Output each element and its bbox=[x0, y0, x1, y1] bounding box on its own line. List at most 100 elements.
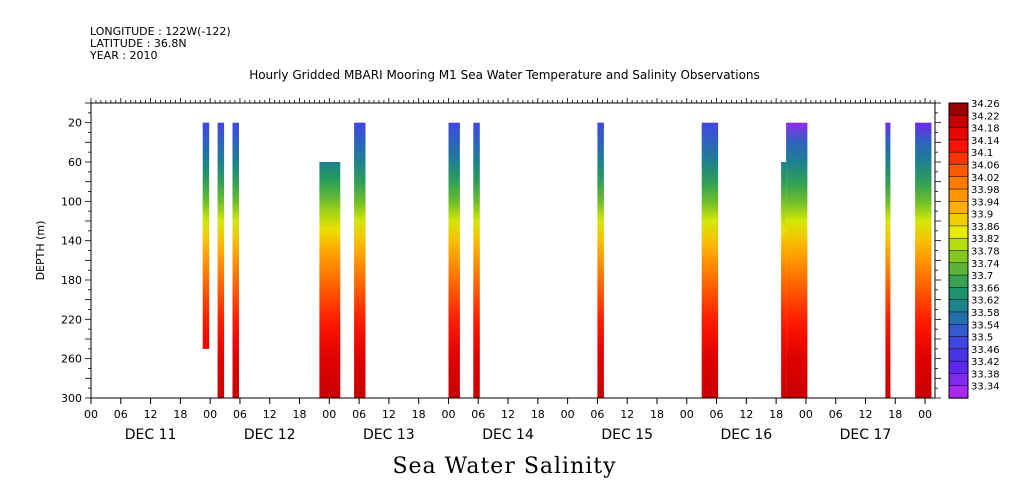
x-tick-label: 00 bbox=[799, 408, 813, 421]
x-tick-label: 00 bbox=[84, 408, 98, 421]
colorbar-label: 33.5 bbox=[971, 333, 993, 344]
colorbar-swatch bbox=[948, 188, 969, 202]
colorbar-label: 33.58 bbox=[971, 308, 1000, 319]
x-tick-label: 06 bbox=[590, 408, 604, 421]
y-axis-label: DEPTH (m) bbox=[34, 221, 47, 281]
colorbar-swatch bbox=[948, 102, 969, 116]
colorbar-swatch bbox=[948, 385, 969, 399]
colorbar-swatch bbox=[948, 324, 969, 338]
x-tick-label: 12 bbox=[739, 408, 753, 421]
axes: 00 06 12 18 00 06 12 18 00 06 12 18 00 06 12 18 00 06 12 18… bbox=[34, 98, 941, 443]
x-tick-label: 18 bbox=[173, 408, 187, 421]
colorbar-label: 33.38 bbox=[971, 369, 1000, 380]
colorbar-label: 33.42 bbox=[971, 357, 1000, 368]
x-tick-label: 00 bbox=[441, 408, 455, 421]
colorbar-label: 33.74 bbox=[971, 259, 1000, 270]
colorbar-label: 33.82 bbox=[971, 234, 1000, 245]
x-tick-label: 06 bbox=[710, 408, 724, 421]
x-tick-label: 00 bbox=[680, 408, 694, 421]
colorbar-swatch bbox=[948, 115, 969, 129]
x-tick-label: 06 bbox=[114, 408, 128, 421]
colorbar-label: 33.66 bbox=[971, 283, 1000, 294]
longitude-label: LONGITUDE : 122W(-122) bbox=[90, 25, 231, 38]
colorbar-swatch bbox=[948, 262, 969, 276]
y-tick-label: 20 bbox=[68, 117, 82, 130]
colorbar-swatch bbox=[948, 237, 969, 252]
day-label: DEC 15 bbox=[601, 427, 653, 443]
colorbar-frame bbox=[948, 102, 969, 399]
y-tick-label: 100 bbox=[61, 195, 82, 208]
colorbar-swatch bbox=[948, 176, 969, 190]
data-column bbox=[232, 122, 239, 398]
x-tick-label: 12 bbox=[620, 408, 634, 421]
data-column bbox=[448, 122, 460, 398]
day-label: DEC 17 bbox=[840, 427, 892, 443]
x-tick-label: 06 bbox=[471, 408, 485, 421]
chart-title: Hourly Gridded MBARI Mooring M1 Sea Wate… bbox=[249, 68, 760, 82]
data-column bbox=[885, 122, 891, 398]
y-tick-label: 180 bbox=[61, 274, 82, 287]
data-column bbox=[354, 122, 366, 398]
colorbar-label: 33.34 bbox=[971, 382, 1000, 393]
colorbar-swatch bbox=[948, 151, 969, 166]
colorbar-swatch bbox=[948, 311, 969, 325]
x-tick-label: 18 bbox=[293, 408, 307, 421]
x-tick-label: 12 bbox=[858, 408, 872, 421]
colorbar-swatch bbox=[948, 139, 969, 153]
day-label: DEC 12 bbox=[244, 427, 296, 443]
colorbar-swatch bbox=[948, 360, 969, 375]
colorbar-swatch bbox=[948, 373, 969, 387]
day-label: DEC 14 bbox=[482, 427, 534, 443]
data-column bbox=[473, 122, 480, 398]
colorbar-swatch bbox=[948, 274, 969, 289]
x-tick-label: 12 bbox=[263, 408, 277, 421]
y-tick-label: 140 bbox=[61, 235, 82, 248]
data-columns bbox=[202, 122, 932, 398]
colorbar-label: 33.46 bbox=[971, 345, 1000, 356]
colorbar-swatch bbox=[948, 336, 969, 350]
y-tick-label: 260 bbox=[61, 353, 82, 366]
colorbar-swatch bbox=[948, 225, 969, 239]
colorbar-label: 33.78 bbox=[971, 247, 1000, 258]
day-label: DEC 13 bbox=[363, 427, 415, 443]
x-tick-label: 00 bbox=[561, 408, 575, 421]
y-tick-label: 60 bbox=[68, 156, 82, 169]
y-tick-label: 300 bbox=[61, 392, 82, 405]
colorbar-swatch bbox=[948, 348, 969, 362]
data-column bbox=[781, 162, 787, 398]
colorbar-swatch bbox=[948, 299, 969, 313]
data-column bbox=[786, 122, 808, 398]
colorbar-label: 33.98 bbox=[971, 185, 1000, 196]
year-label: YEAR : 2010 bbox=[90, 49, 158, 62]
colorbar: 34.2634.2234.1834.1434.134.0634.0233.983… bbox=[948, 99, 1000, 399]
colorbar-swatch bbox=[948, 213, 969, 227]
day-label: DEC 11 bbox=[125, 427, 177, 443]
colorbar-label: 33.94 bbox=[971, 197, 1000, 208]
x-tick-label: 06 bbox=[233, 408, 247, 421]
colorbar-swatch bbox=[948, 250, 969, 264]
colorbar-label: 33.54 bbox=[971, 320, 1000, 331]
colorbar-label: 34.06 bbox=[971, 160, 1000, 171]
data-column bbox=[319, 162, 341, 398]
colorbar-swatch bbox=[948, 164, 969, 178]
x-tick-label: 12 bbox=[501, 408, 515, 421]
colorbar-label: 34.14 bbox=[971, 136, 1000, 147]
x-tick-label: 18 bbox=[531, 408, 545, 421]
colorbar-label: 33.86 bbox=[971, 222, 1000, 233]
day-label: DEC 16 bbox=[721, 427, 773, 443]
colorbar-swatch bbox=[948, 201, 969, 215]
colorbar-label: 33.7 bbox=[971, 271, 993, 282]
x-tick-label: 06 bbox=[352, 408, 366, 421]
x-tick-label: 18 bbox=[412, 408, 426, 421]
colorbar-label: 34.18 bbox=[971, 124, 1000, 135]
x-tick-label: 18 bbox=[650, 408, 664, 421]
x-tick-label: 00 bbox=[322, 408, 336, 421]
colorbar-label: 34.1 bbox=[971, 148, 993, 159]
colorbar-swatch bbox=[948, 127, 969, 141]
data-column bbox=[701, 122, 719, 398]
x-tick-label: 06 bbox=[829, 408, 843, 421]
latitude-label: LATITUDE : 36.8N bbox=[90, 37, 187, 50]
colorbar-label: 34.22 bbox=[971, 111, 1000, 122]
data-column bbox=[202, 122, 210, 349]
